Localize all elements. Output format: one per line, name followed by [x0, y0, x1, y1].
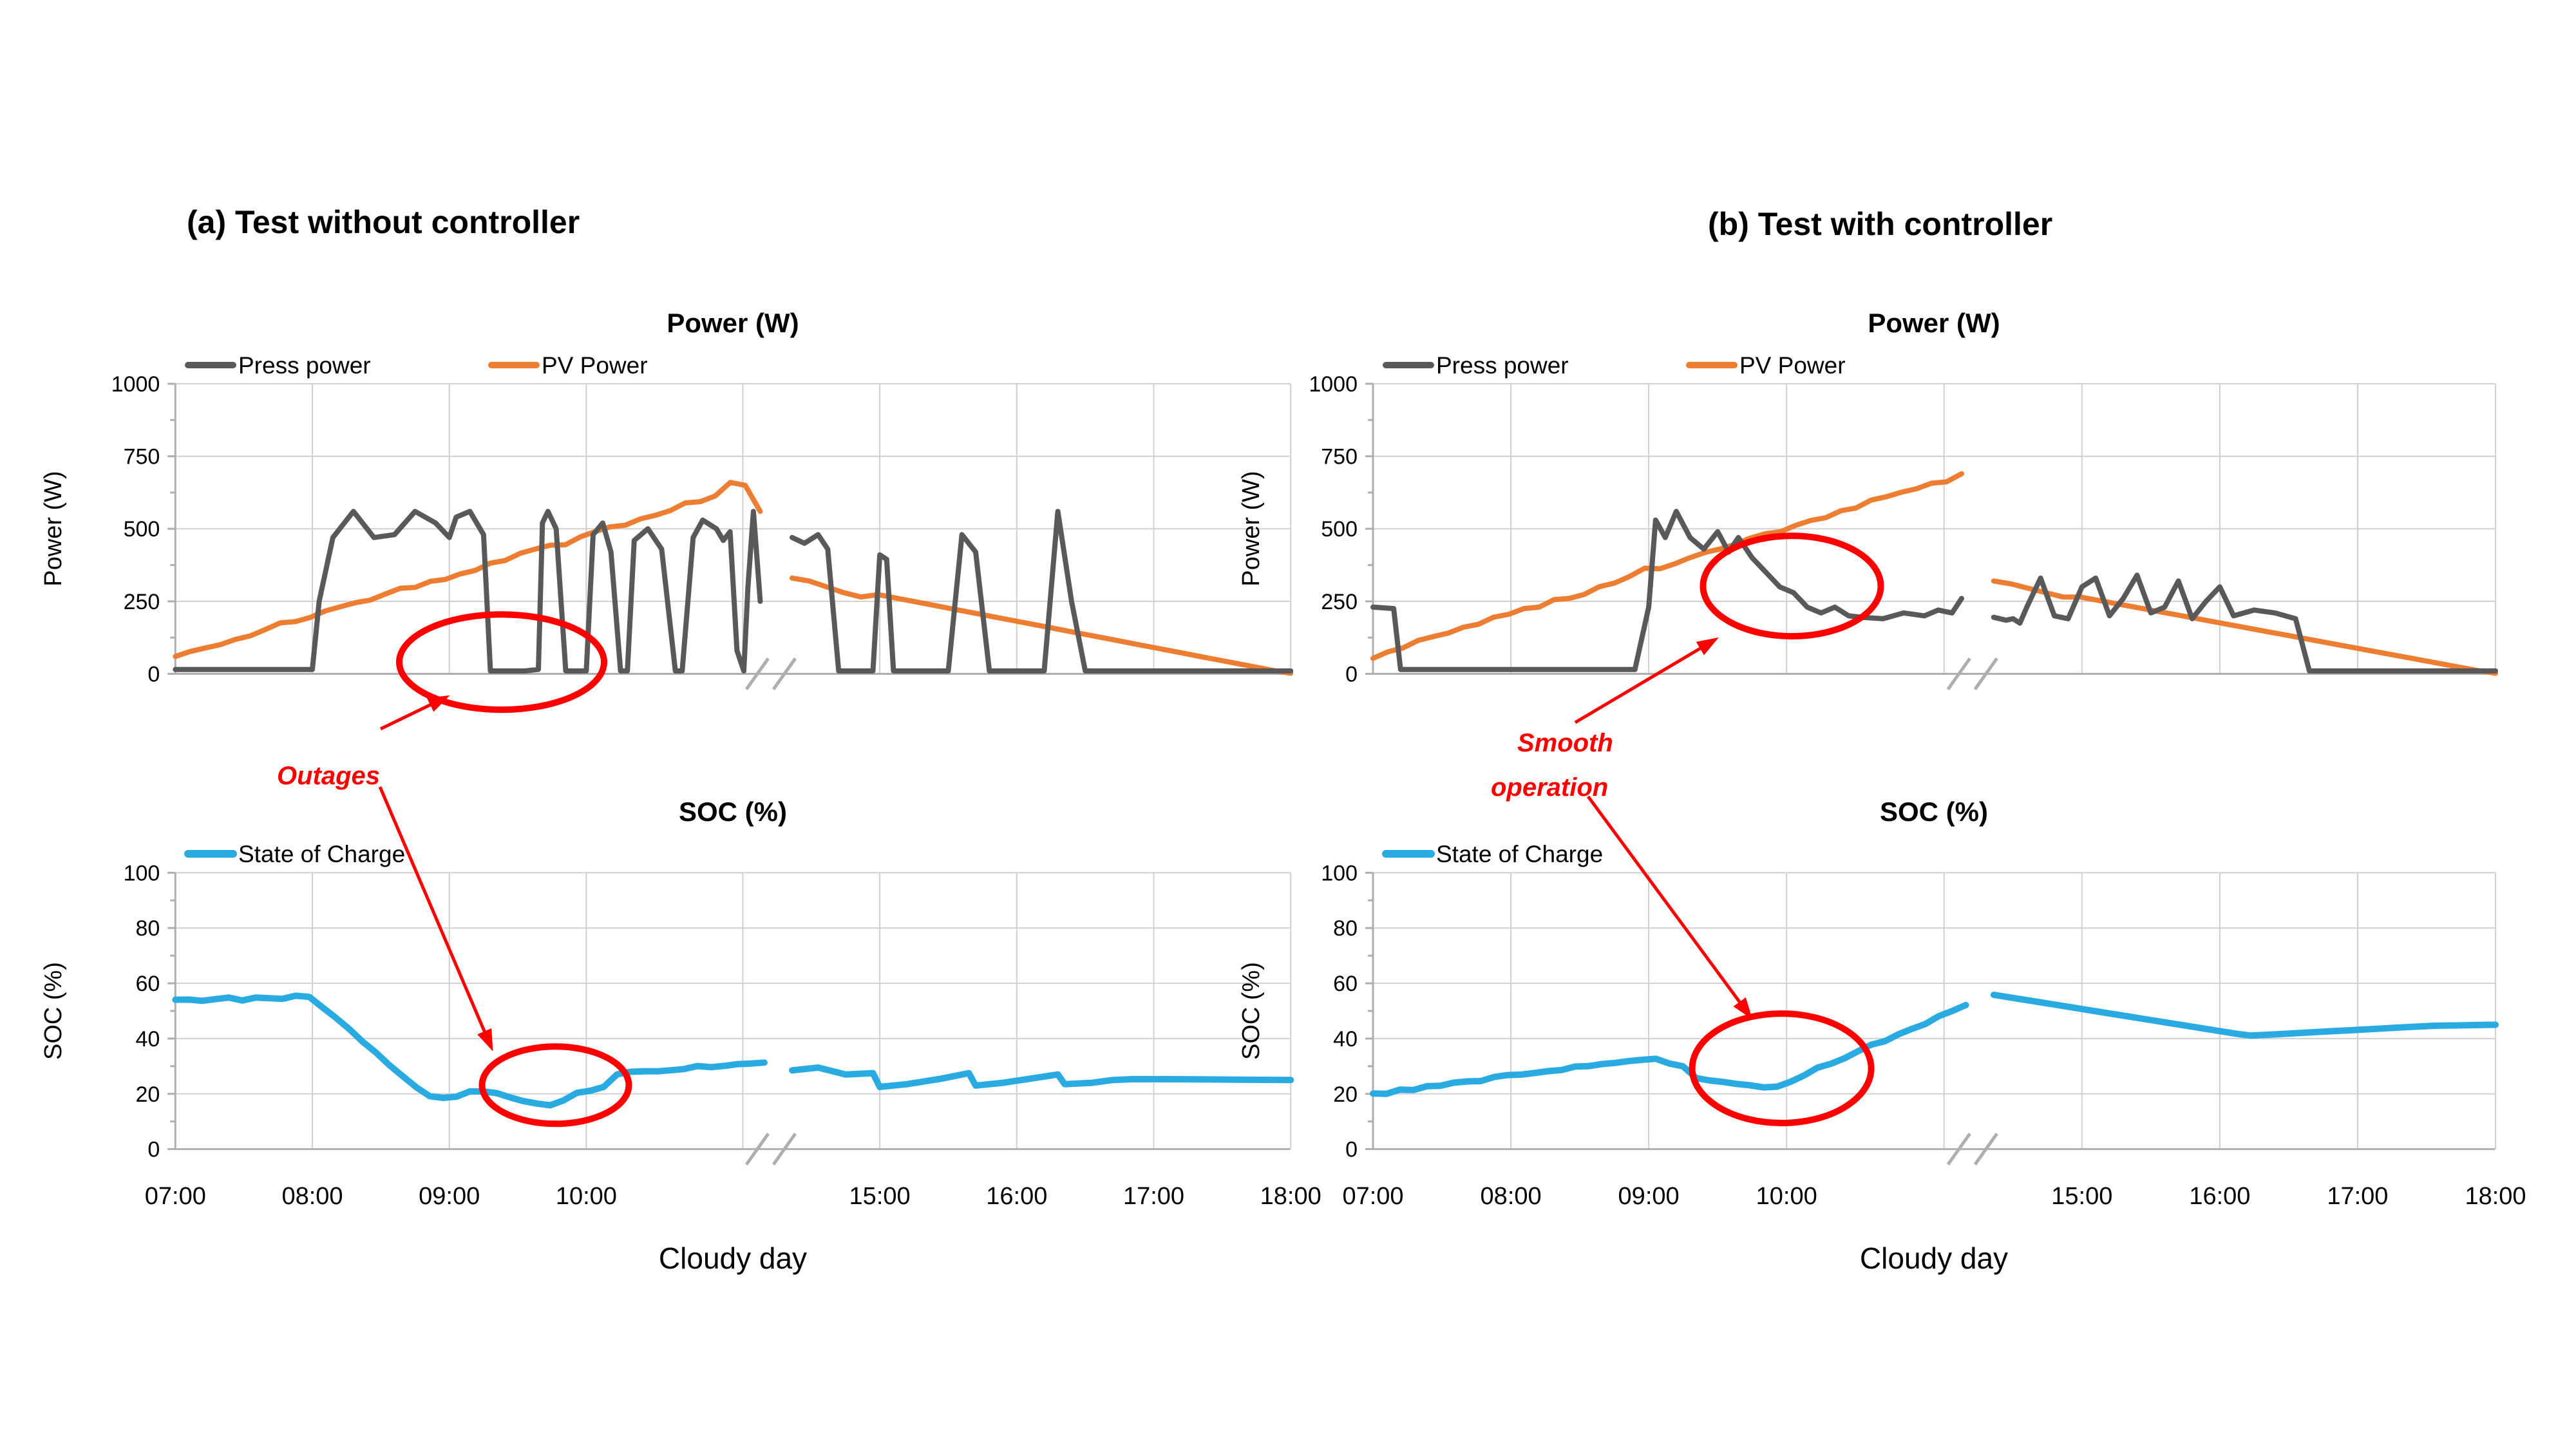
svg-text:100: 100 [1321, 861, 1358, 885]
svg-text:0: 0 [147, 663, 160, 687]
svg-text:1000: 1000 [111, 372, 160, 397]
svg-text:40: 40 [135, 1027, 160, 1051]
svg-text:Cloudy day: Cloudy day [1860, 1241, 2008, 1275]
svg-text:SOC (%): SOC (%) [1880, 797, 1988, 827]
svg-text:Power (W): Power (W) [1238, 471, 1265, 586]
svg-text:1000: 1000 [1309, 372, 1358, 397]
svg-text:60: 60 [1333, 972, 1358, 996]
svg-text:State of Charge: State of Charge [238, 841, 405, 867]
svg-text:250: 250 [1321, 590, 1358, 614]
svg-text:16:00: 16:00 [986, 1183, 1047, 1210]
svg-text:40: 40 [1333, 1027, 1358, 1051]
svg-text:(b) Test with controller: (b) Test with controller [1708, 206, 2052, 242]
svg-text:15:00: 15:00 [2051, 1183, 2112, 1210]
svg-text:250: 250 [124, 590, 160, 614]
svg-text:100: 100 [124, 861, 160, 885]
svg-text:10:00: 10:00 [556, 1183, 617, 1210]
svg-text:09:00: 09:00 [419, 1183, 480, 1210]
svg-text:Power (W): Power (W) [40, 471, 67, 586]
svg-text:20: 20 [1333, 1082, 1358, 1107]
svg-text:500: 500 [124, 517, 160, 542]
svg-text:20: 20 [135, 1082, 160, 1107]
svg-text:SOC (%): SOC (%) [679, 797, 787, 827]
svg-text:Outages: Outages [277, 762, 380, 790]
svg-text:09:00: 09:00 [1618, 1183, 1680, 1210]
svg-text:17:00: 17:00 [1123, 1183, 1184, 1210]
svg-text:Press power: Press power [1436, 352, 1569, 379]
svg-text:Power (W): Power (W) [1868, 308, 2000, 338]
svg-text:07:00: 07:00 [1342, 1183, 1403, 1210]
svg-text:SOC (%): SOC (%) [40, 962, 67, 1060]
svg-text:60: 60 [135, 972, 160, 996]
svg-text:State of Charge: State of Charge [1436, 841, 1603, 867]
svg-text:SOC (%): SOC (%) [1238, 962, 1265, 1060]
svg-text:17:00: 17:00 [2327, 1183, 2388, 1210]
svg-text:80: 80 [1333, 916, 1358, 941]
svg-text:16:00: 16:00 [2189, 1183, 2250, 1210]
svg-text:Smooth: Smooth [1517, 729, 1613, 757]
svg-text:PV Power: PV Power [542, 352, 648, 379]
svg-text:0: 0 [1345, 1138, 1358, 1162]
svg-text:(a) Test without controller: (a) Test without controller [187, 204, 580, 240]
svg-text:08:00: 08:00 [281, 1183, 343, 1210]
svg-text:0: 0 [1345, 663, 1358, 687]
svg-text:08:00: 08:00 [1481, 1183, 1542, 1210]
svg-text:10:00: 10:00 [1756, 1183, 1817, 1210]
svg-text:Press power: Press power [238, 352, 371, 379]
svg-text:15:00: 15:00 [849, 1183, 911, 1210]
svg-text:07:00: 07:00 [145, 1183, 206, 1210]
svg-text:80: 80 [135, 916, 160, 941]
svg-text:500: 500 [1321, 517, 1358, 542]
svg-text:0: 0 [147, 1138, 160, 1162]
svg-text:Cloudy day: Cloudy day [659, 1241, 807, 1275]
svg-text:18:00: 18:00 [1260, 1183, 1321, 1210]
svg-text:PV Power: PV Power [1739, 352, 1846, 379]
svg-text:18:00: 18:00 [2465, 1183, 2526, 1210]
svg-text:Power (W): Power (W) [667, 308, 799, 338]
svg-text:750: 750 [124, 445, 160, 469]
svg-text:750: 750 [1321, 445, 1358, 469]
